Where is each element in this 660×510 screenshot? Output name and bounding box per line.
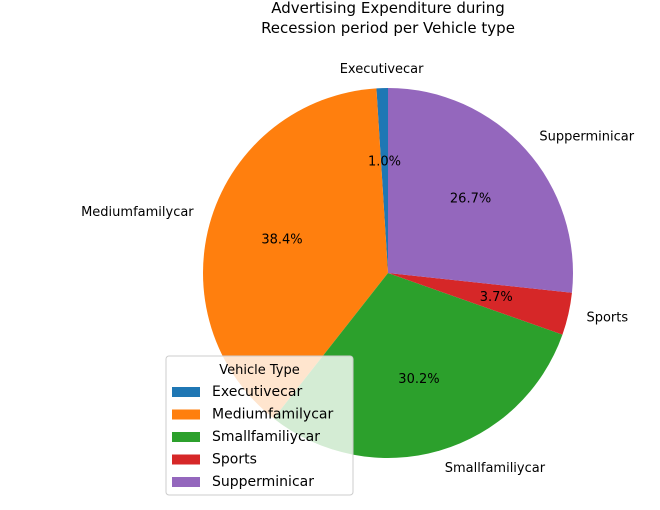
legend-label-mediumfamilycar: Mediumfamilycar <box>212 407 333 423</box>
pie-slice-executivecar <box>376 88 388 273</box>
slice-label-mediumfamilycar: Mediumfamilycar <box>81 205 194 220</box>
slice-percent-executivecar: 1.0% <box>368 155 401 170</box>
slice-labels: Executivecar Mediumfamilycar Smallfamiliyc… <box>81 62 635 476</box>
pie-slice-mediumfamilycar <box>203 88 388 419</box>
slice-label-executivecar: Executivecar <box>340 62 424 77</box>
legend-label-executivecar: Executivecar <box>212 384 302 400</box>
slice-percent-sports: 3.7% <box>480 290 513 305</box>
legend-swatch-smallfamiliycar <box>172 432 200 442</box>
legend-box <box>165 355 354 496</box>
legend: Vehicle Type Executivecar Mediumfamilycar S… <box>165 355 354 496</box>
chart-title: Advertising Expenditure during Recession… <box>261 0 515 37</box>
chart-title-line-2: Recession period per Vehicle type <box>261 19 515 37</box>
legend-title: Vehicle Type <box>219 363 299 378</box>
legend-label-sports: Sports <box>212 452 257 468</box>
legend-label-supperminicar: Supperminicar <box>212 474 314 490</box>
pie-slices <box>203 88 573 458</box>
legend-swatch-mediumfamilycar <box>172 409 200 420</box>
chart-title-line-1: Advertising Expenditure during <box>271 0 505 17</box>
legend-swatch-executivecar <box>172 387 200 397</box>
slice-label-smallfamiliycar: Smallfamiliycar <box>445 461 546 476</box>
slice-percent-supperminicar: 26.7% <box>450 191 491 206</box>
slice-percent-mediumfamilycar: 38.4% <box>261 233 302 248</box>
pie-slice-supperminicar <box>388 88 573 293</box>
slice-label-sports: Sports <box>586 311 628 326</box>
legend-label-smallfamiliycar: Smallfamiliycar <box>212 429 320 445</box>
slice-percent-smallfamiliycar: 30.2% <box>398 372 439 387</box>
legend-swatch-sports <box>172 454 200 465</box>
legend-swatch-supperminicar <box>172 477 200 487</box>
slice-percent-labels: 1.0% 38.4% 30.2% 3.7% 26.7% <box>261 155 512 388</box>
pie-slice-sports <box>388 273 572 335</box>
slice-label-supperminicar: Supperminicar <box>539 129 634 144</box>
